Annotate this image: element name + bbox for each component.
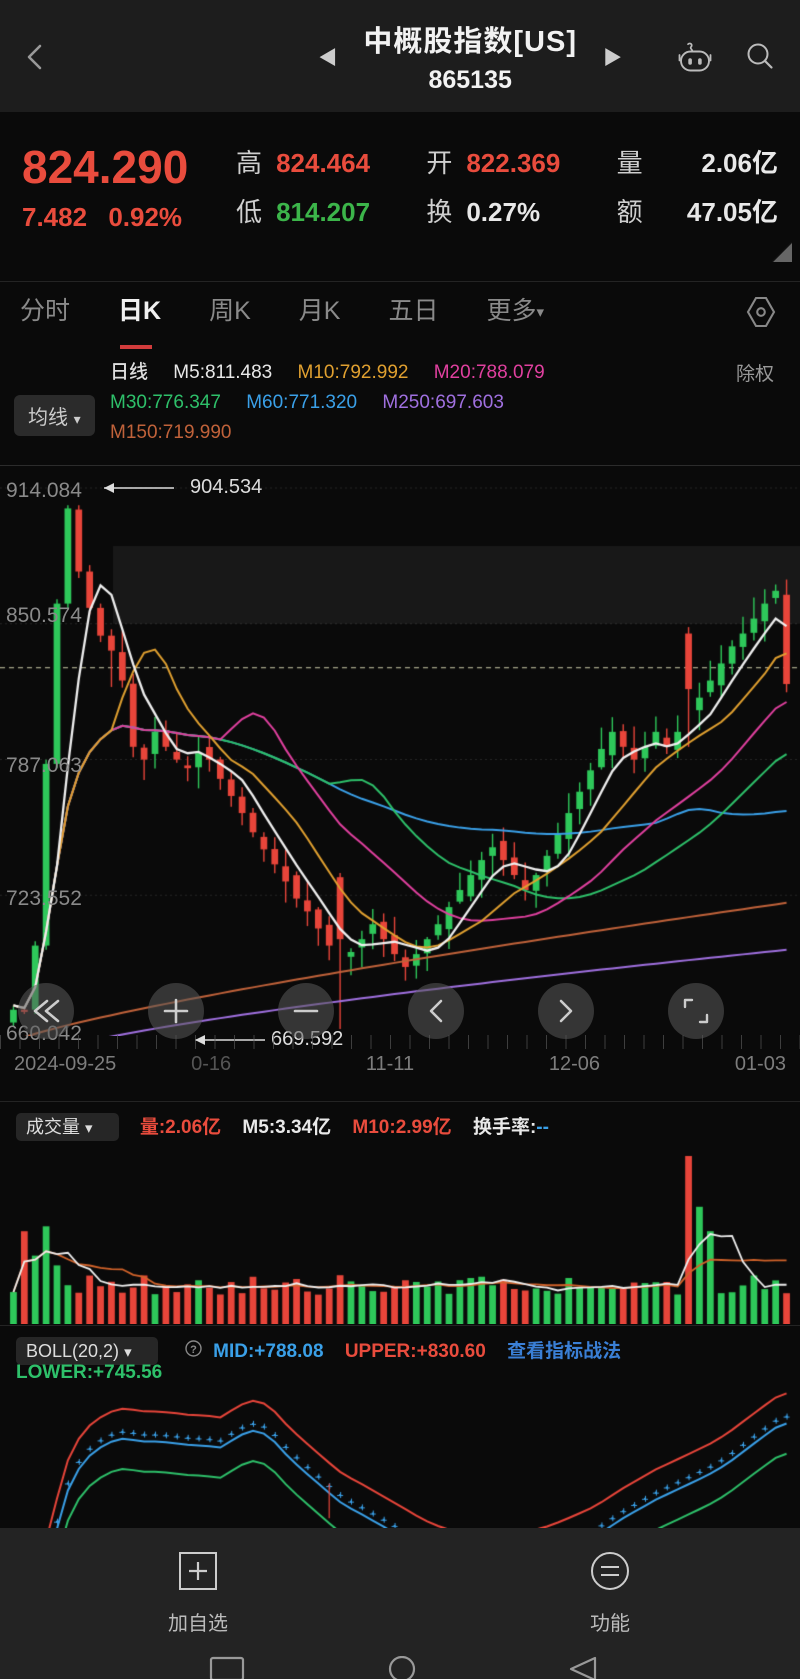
svg-text:?: ? [190,1344,197,1356]
